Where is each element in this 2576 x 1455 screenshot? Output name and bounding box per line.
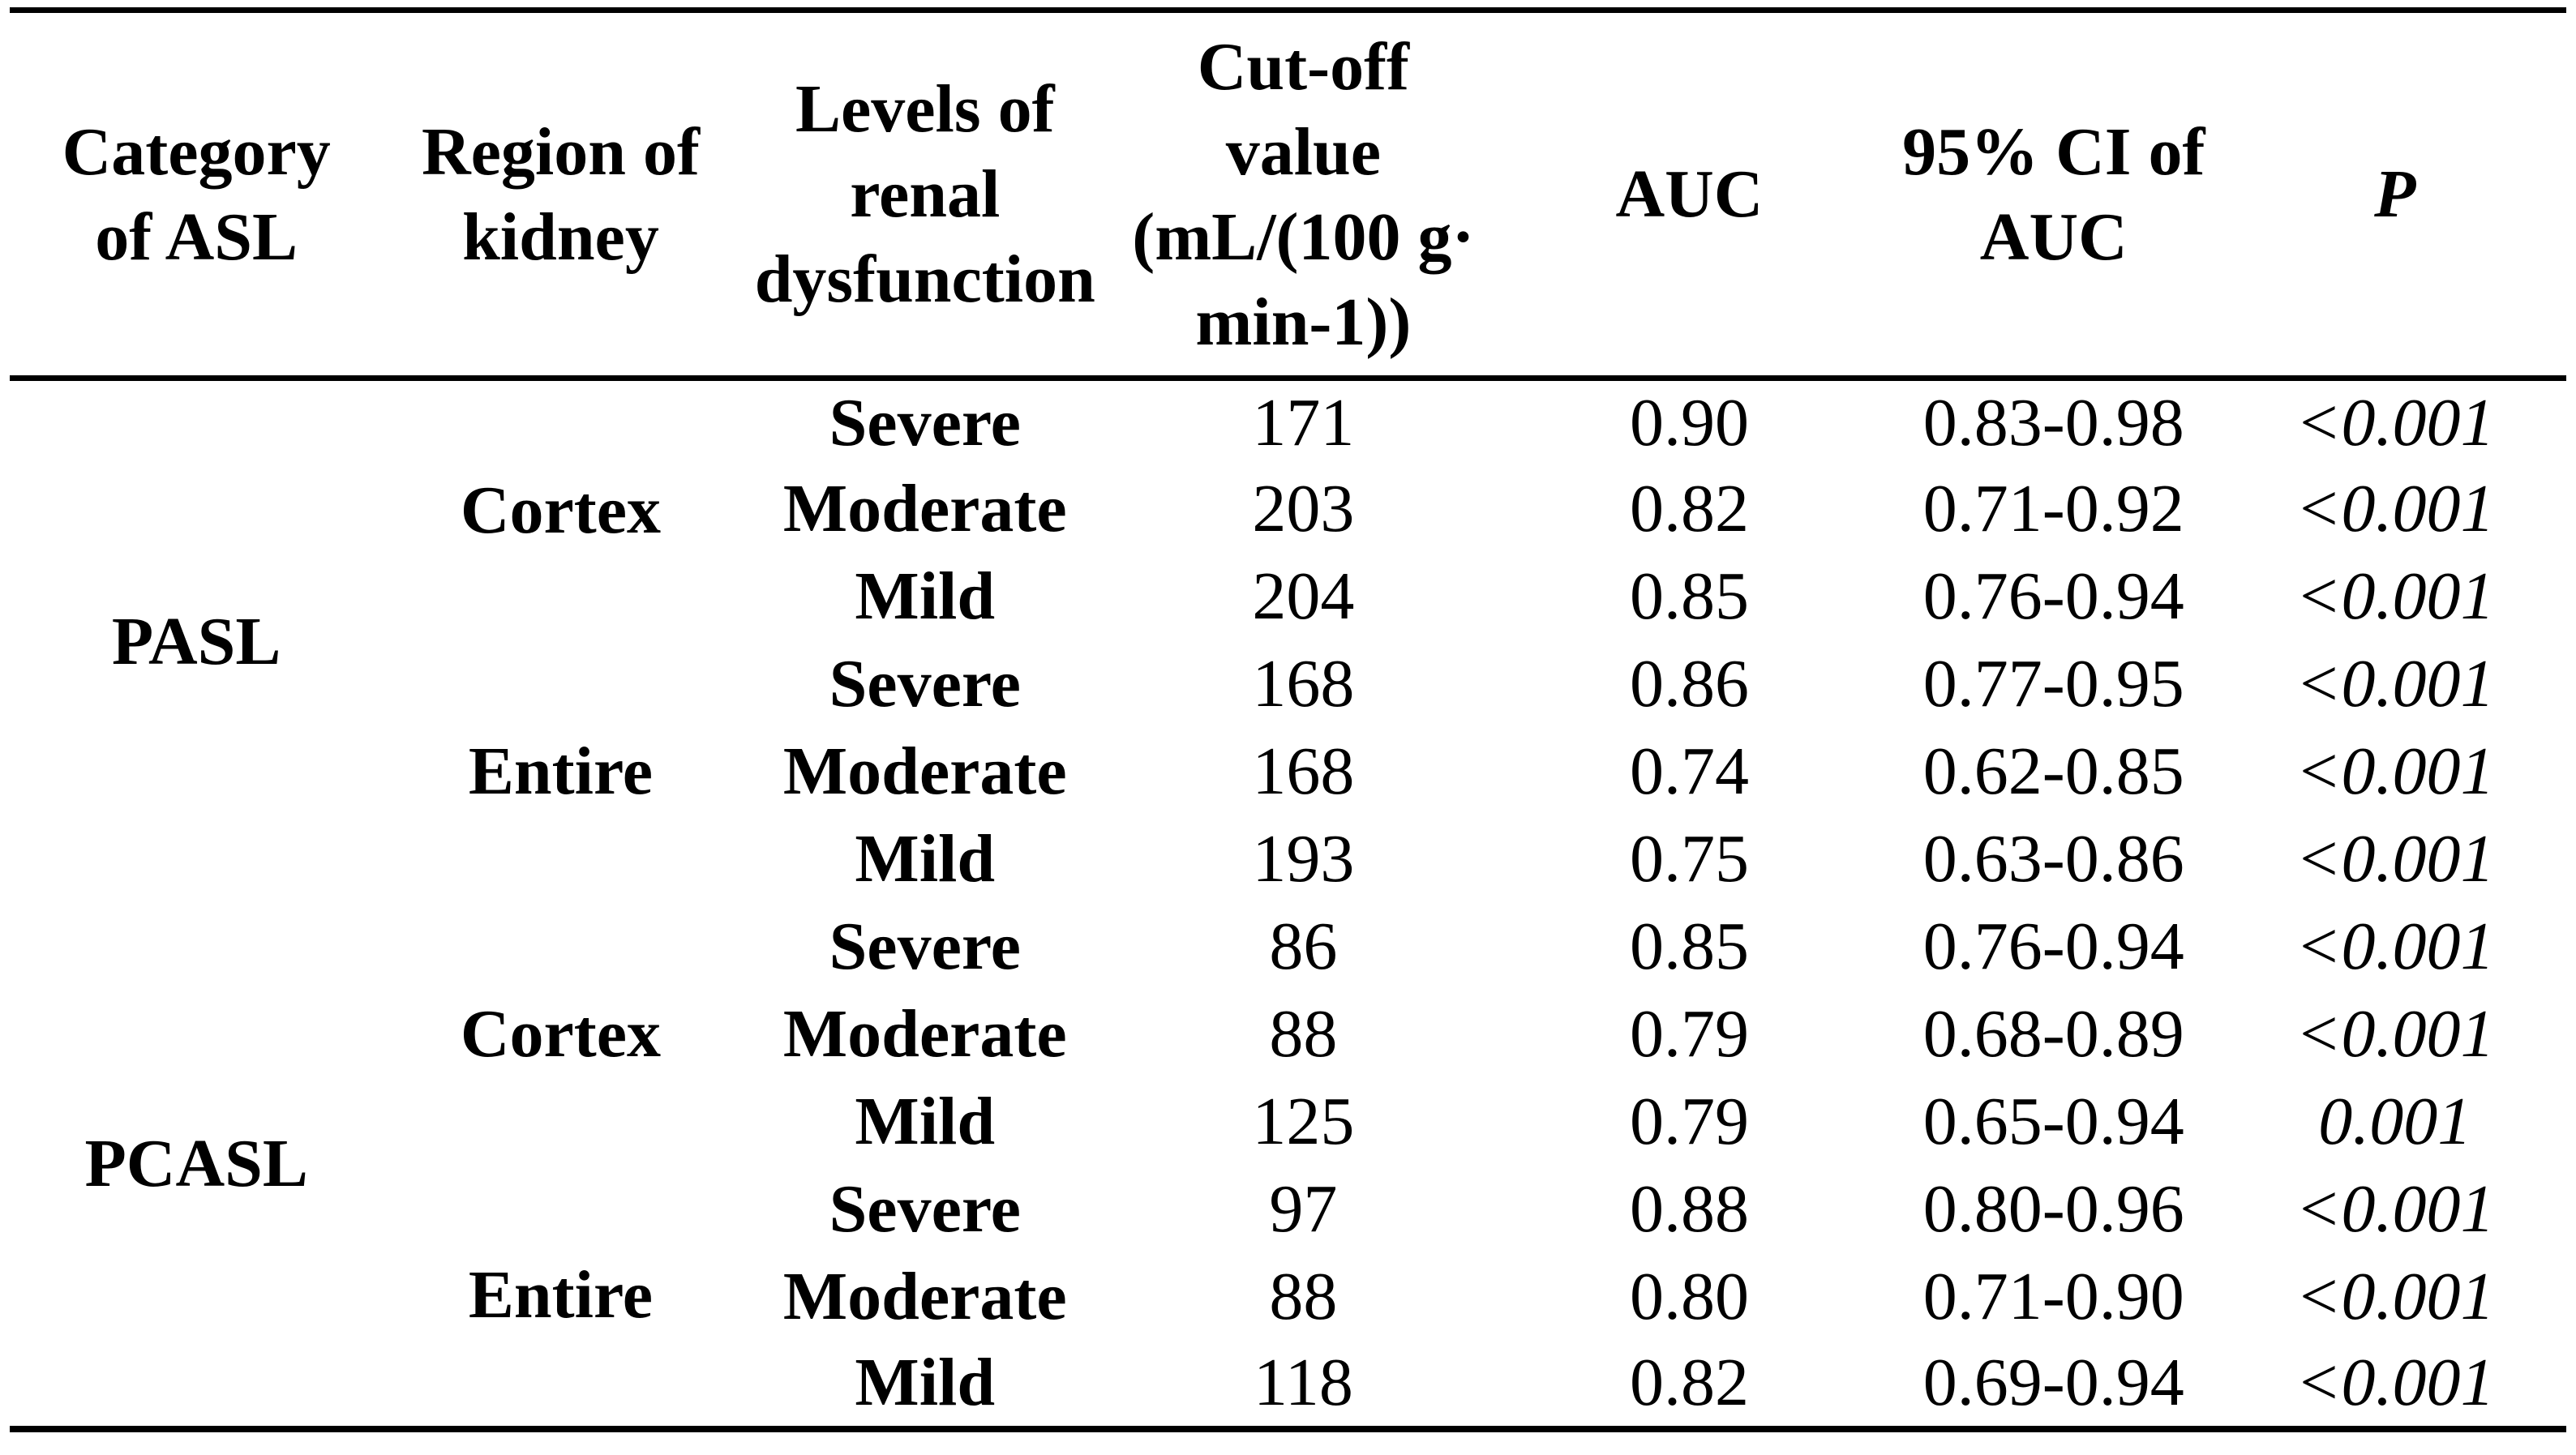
cutoff-cell: 97 [1269,1171,1338,1247]
ci-cell: 0.76-0.94 [1922,909,2184,985]
ci-cell: 0.77-0.95 [1922,646,2184,722]
category-cell-pasl: PASL [111,604,281,680]
p-cell: <0.001 [2295,821,2495,897]
region-cell-pasl-entire: Entire [468,734,654,810]
table-row: Mild 118 0.82 0.69-0.94 <0.001 [10,1342,2566,1429]
table-row: Moderate 168 0.74 0.62-0.85 <0.001 [10,729,2566,816]
table-row: Entire Severe 97 0.88 0.80-0.96 <0.001 [10,1166,2566,1333]
p-cell: <0.001 [2295,909,2495,985]
cutoff-cell: 204 [1252,558,1355,635]
header-auc: AUC [1615,156,1764,232]
p-cell: <0.001 [2295,1345,2495,1421]
p-cell: <0.001 [2295,1171,2495,1247]
level-cell: Moderate [782,1259,1067,1335]
auc-cell: 0.85 [1629,909,1749,985]
level-cell: Severe [829,909,1021,985]
ci-cell: 0.62-0.85 [1922,734,2184,810]
header-row: Category of ASL Region of kidney Levels … [10,11,2566,379]
level-cell: Moderate [782,471,1067,547]
level-cell: Moderate [782,996,1067,1072]
p-cell: <0.001 [2295,734,2495,810]
table-row: Mild 193 0.75 0.63-0.86 <0.001 [10,816,2566,904]
ci-cell: 0.68-0.89 [1922,996,2184,1072]
p-cell: <0.001 [2295,1259,2495,1335]
header-levels-of-renal-dysfunction: Levels of renal dysfunction [754,71,1095,317]
level-cell: Severe [829,1171,1021,1247]
ci-cell: 0.71-0.90 [1922,1259,2184,1335]
cutoff-cell: 171 [1252,385,1355,461]
ci-cell: 0.63-0.86 [1922,821,2184,897]
region-cell-pcasl-entire: Entire [468,1257,654,1333]
cutoff-cell: 193 [1252,821,1355,897]
header-95ci-of-auc: 95% CI of AUC [1902,113,2205,275]
auc-cell: 0.82 [1629,471,1749,547]
cutoff-cell: 118 [1253,1345,1353,1421]
category-cell-pcasl: PCASL [84,1126,308,1202]
header-p: P [2374,156,2416,232]
cutoff-cell: 86 [1269,909,1338,985]
table-row: PCASL Cortex Severe 86 0.85 0.76-0.94 <0… [10,904,2566,1201]
cutoff-cell: 168 [1252,646,1355,722]
ci-cell: 0.71-0.92 [1922,471,2184,547]
p-cell: <0.001 [2295,996,2495,1072]
table-row: Moderate 88 0.80 0.71-0.90 <0.001 [10,1254,2566,1342]
roc-analysis-table: Category of ASL Region of kidney Levels … [10,7,2566,1432]
cutoff-cell: 88 [1269,996,1338,1072]
ci-cell: 0.76-0.94 [1922,558,2184,635]
ci-cell: 0.65-0.94 [1922,1084,2184,1160]
level-cell: Mild [855,1084,996,1160]
cutoff-cell: 125 [1252,1084,1355,1160]
ci-cell: 0.83-0.98 [1922,385,2184,461]
auc-cell: 0.85 [1629,558,1749,635]
level-cell: Mild [855,558,996,635]
auc-cell: 0.90 [1629,385,1749,461]
header-region-of-kidney: Region of kidney [421,113,700,275]
level-cell: Severe [829,385,1021,461]
table-row: Entire Severe 168 0.86 0.77-0.95 <0.001 [10,641,2566,809]
p-cell: <0.001 [2295,471,2495,547]
cutoff-cell: 203 [1252,471,1355,547]
ci-cell: 0.80-0.96 [1922,1171,2184,1247]
auc-cell: 0.86 [1629,646,1749,722]
table-row: PASL Cortex Severe 171 0.90 0.83-0.98 <0… [10,379,2566,678]
region-cell-pcasl-cortex: Cortex [460,996,662,1072]
auc-cell: 0.79 [1629,1084,1749,1160]
level-cell: Mild [855,821,996,897]
auc-cell: 0.79 [1629,996,1749,1072]
table-row: Moderate 88 0.79 0.68-0.89 <0.001 [10,991,2566,1079]
header-cutoff-value: Cut-off value (mL/(100 g· min-1)) [1132,28,1475,360]
level-cell: Moderate [782,734,1067,810]
p-cell: <0.001 [2295,646,2495,722]
level-cell: Mild [855,1345,996,1421]
cutoff-cell: 168 [1252,734,1355,810]
level-cell: Severe [829,646,1021,722]
header-category-of-asl: Category of ASL [62,113,331,275]
p-cell: <0.001 [2295,385,2495,461]
table-row: Moderate 203 0.82 0.71-0.92 <0.001 [10,466,2566,554]
region-cell-pasl-cortex: Cortex [460,473,662,549]
ci-cell: 0.69-0.94 [1922,1345,2184,1421]
auc-cell: 0.82 [1629,1345,1749,1421]
p-cell: 0.001 [2318,1084,2472,1160]
table-row: Mild 125 0.79 0.65-0.94 0.001 [10,1079,2566,1166]
auc-cell: 0.80 [1629,1259,1749,1335]
table-row: Mild 204 0.85 0.76-0.94 <0.001 [10,554,2566,641]
auc-cell: 0.75 [1629,821,1749,897]
p-cell: <0.001 [2295,558,2495,635]
cutoff-cell: 88 [1269,1259,1338,1335]
auc-cell: 0.88 [1629,1171,1749,1247]
auc-cell: 0.74 [1629,734,1749,810]
